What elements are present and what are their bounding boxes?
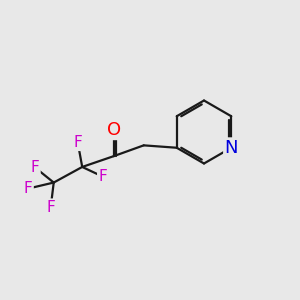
Text: F: F [31, 160, 40, 175]
Text: F: F [24, 181, 33, 196]
Text: F: F [98, 169, 107, 184]
Text: N: N [224, 139, 238, 157]
Text: O: O [107, 121, 121, 139]
Text: F: F [46, 200, 55, 215]
Text: F: F [73, 135, 82, 150]
